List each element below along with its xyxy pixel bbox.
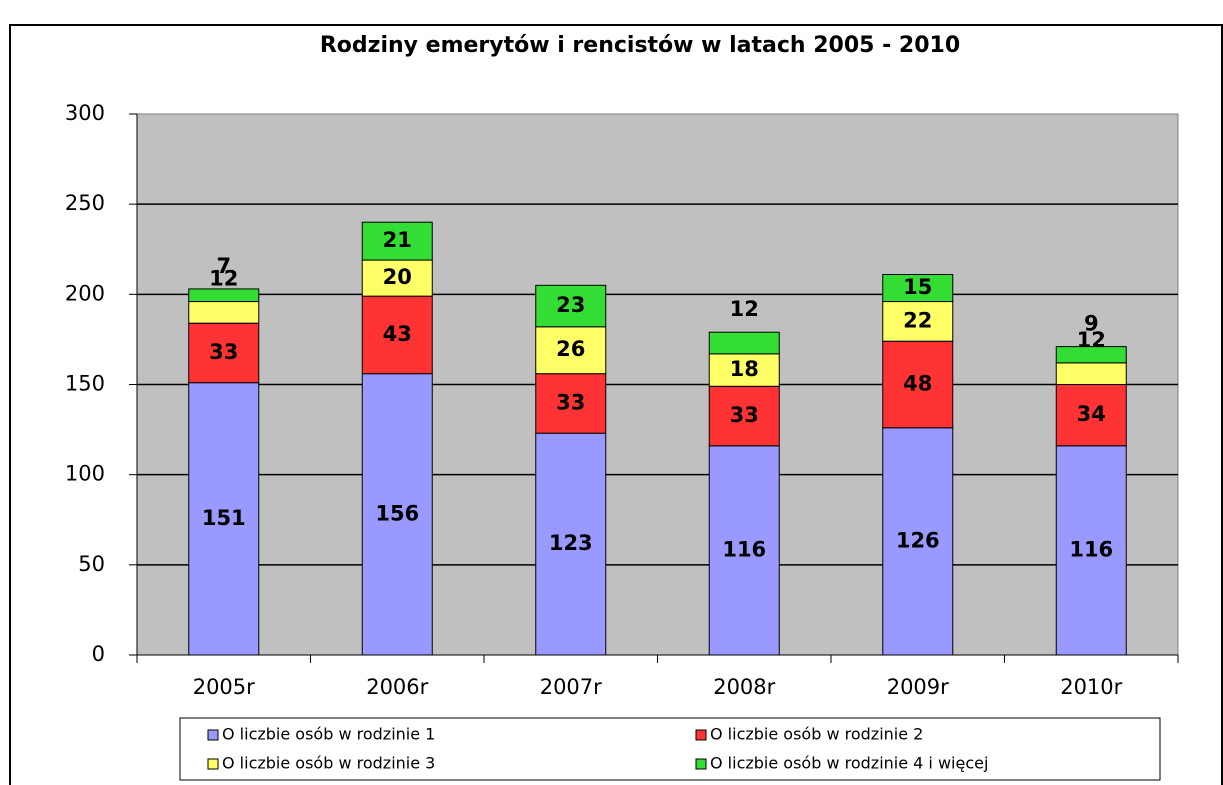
data-label: 15: [903, 275, 932, 299]
data-label: 33: [209, 340, 238, 364]
data-label: 33: [556, 390, 585, 414]
data-label: 116: [722, 537, 766, 561]
data-label: 156: [375, 501, 419, 525]
bar-segment: [882, 340, 954, 429]
data-label: 22: [903, 308, 932, 332]
legend-swatch: [207, 758, 219, 770]
bar-segment: [188, 382, 260, 656]
legend: [179, 717, 1161, 781]
x-tick-label: 2008r: [713, 675, 775, 699]
data-label: 151: [202, 506, 246, 530]
bar-segment: [882, 273, 954, 303]
data-label: 12: [730, 297, 759, 321]
x-tick-label: 2006r: [366, 675, 428, 699]
chart-title: Rodziny emerytów i rencistów w latach 20…: [320, 33, 960, 58]
bar-segment: [535, 284, 607, 328]
y-tick-label: 200: [65, 281, 105, 305]
bar-segment: [882, 301, 954, 342]
data-label: 33: [730, 403, 759, 427]
bar-segment: [1055, 346, 1127, 364]
data-label: 34: [1077, 402, 1106, 426]
bar-segment: [708, 331, 780, 355]
data-label: 12: [209, 267, 238, 291]
data-label: 48: [903, 372, 932, 396]
data-label: 7: [216, 254, 231, 278]
x-tick-label: 2005r: [193, 675, 255, 699]
y-tick-label: 300: [65, 101, 105, 125]
data-label: 26: [556, 337, 585, 361]
bar-segment: [882, 427, 954, 656]
y-tick-label: 50: [78, 552, 105, 576]
bar-segment: [1055, 362, 1127, 385]
y-tick-label: 250: [65, 191, 105, 215]
data-label: 9: [1084, 312, 1099, 336]
bar-segment: [188, 322, 260, 384]
x-tick-label: 2010r: [1060, 675, 1122, 699]
data-label: 116: [1069, 537, 1113, 561]
bar-segment: [708, 353, 780, 387]
legend-label: O liczbie osób w rodzinie 2: [710, 725, 923, 744]
bar-segment: [188, 288, 260, 303]
data-label: 43: [383, 322, 412, 346]
bar-segment: [361, 373, 433, 656]
y-tick-label: 0: [92, 642, 105, 666]
data-label: 21: [383, 228, 412, 252]
bar-segment: [361, 259, 433, 297]
bar-segment: [1055, 384, 1127, 447]
data-label: 20: [383, 265, 412, 289]
y-tick-label: 100: [65, 462, 105, 486]
bar-segment: [361, 221, 433, 261]
data-label: 18: [730, 357, 759, 381]
bar-segment: [188, 301, 260, 324]
bar-segment: [708, 445, 780, 656]
legend-swatch: [207, 729, 219, 741]
data-label: 123: [549, 531, 593, 555]
x-tick-label: 2007r: [540, 675, 602, 699]
bar-segment: [535, 373, 607, 434]
bar-segment: [708, 385, 780, 447]
bar-segment: [535, 326, 607, 375]
legend-label: O liczbie osób w rodzinie 4 i więcej: [710, 754, 988, 773]
legend-swatch: [695, 729, 707, 741]
x-tick-label: 2009r: [887, 675, 949, 699]
bar-segment: [361, 295, 433, 375]
bar-segment: [1055, 445, 1127, 656]
legend-swatch: [695, 758, 707, 770]
y-tick-label: 150: [65, 372, 105, 396]
bar-segment: [535, 432, 607, 656]
legend-label: O liczbie osób w rodzinie 1: [222, 725, 435, 744]
data-label: 126: [896, 528, 940, 552]
legend-label: O liczbie osób w rodzinie 3: [222, 754, 435, 773]
data-label: 23: [556, 293, 585, 317]
